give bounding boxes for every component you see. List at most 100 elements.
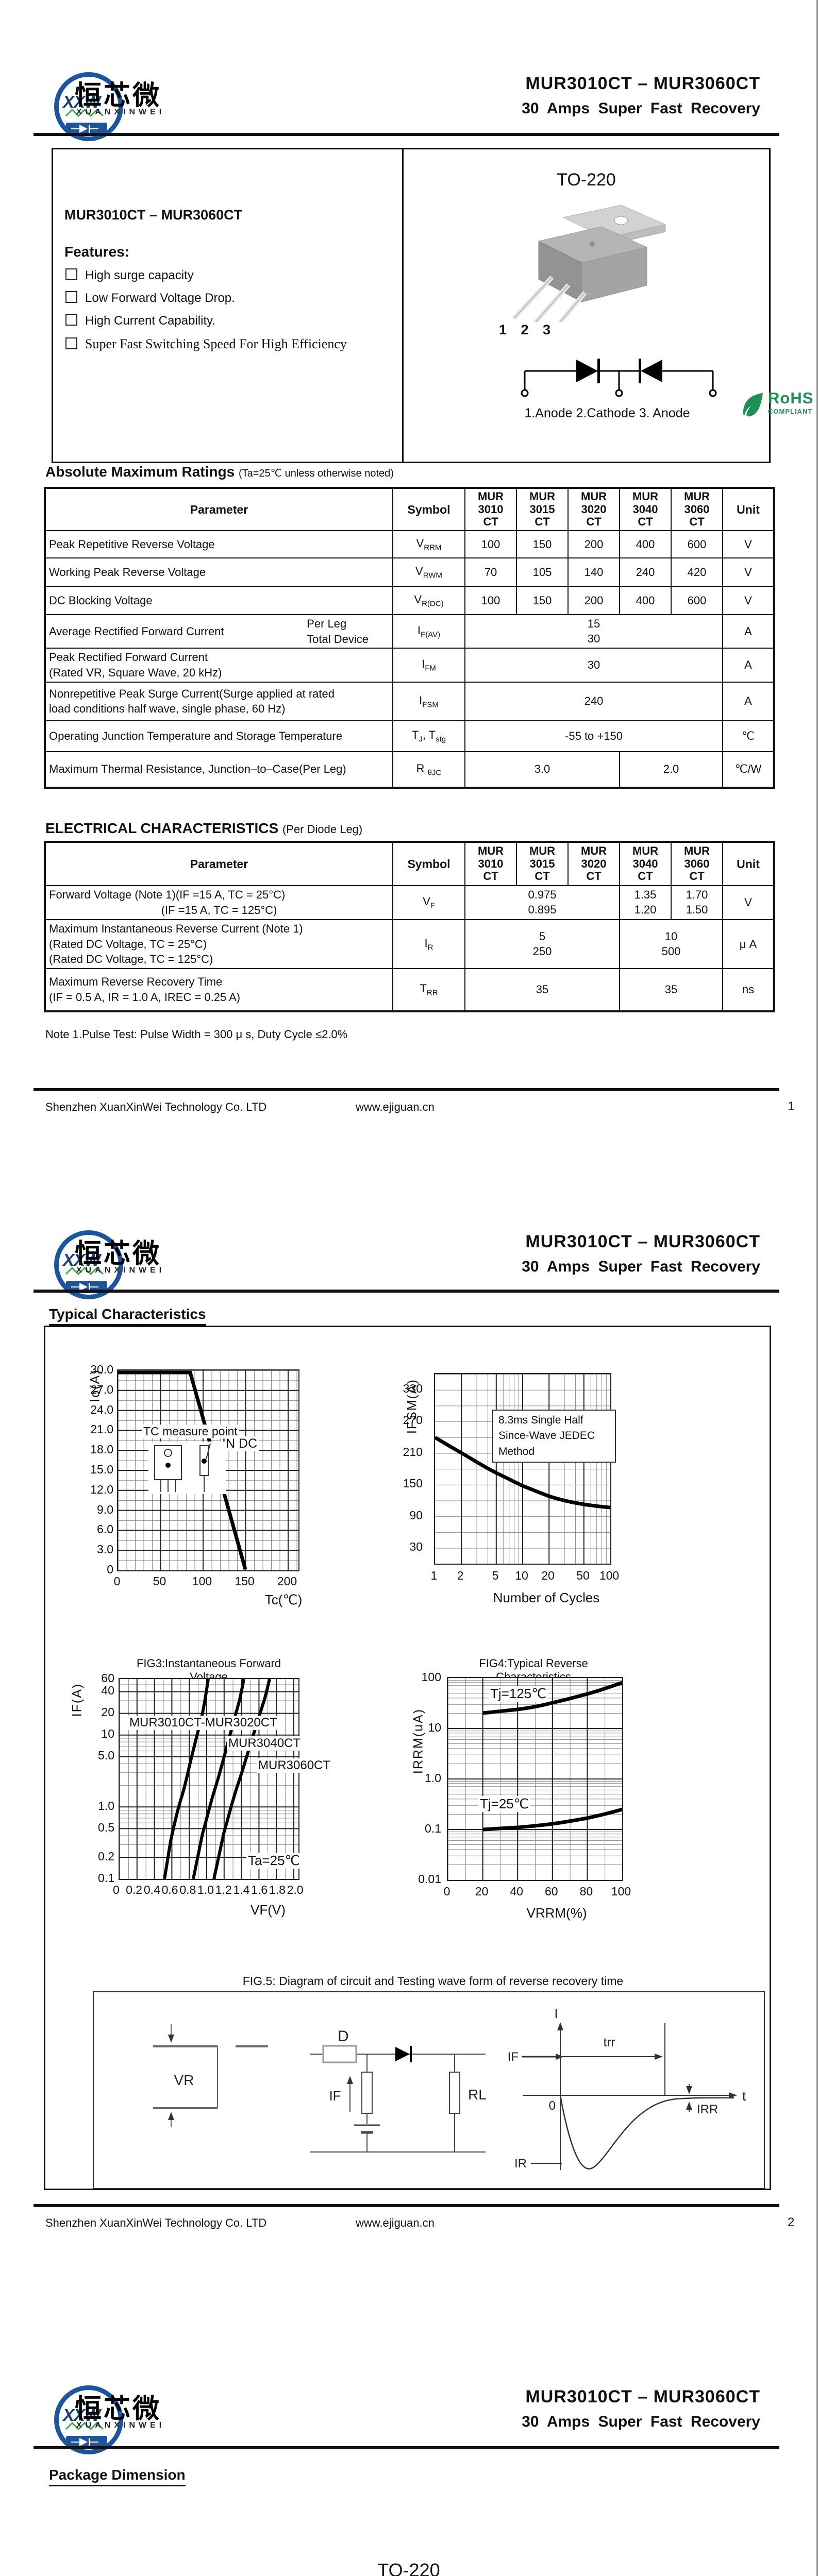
ec-col-unit: Unit [722,841,775,886]
ec-col-part: MUR 3020 CT [567,841,620,886]
fig4-series-label: Tj=125℃ [489,1686,548,1702]
y-tick: 18.0 [90,1443,113,1456]
value-cell: 100 [464,586,517,615]
doc-subtitle: 30 Amps Super Fast Recovery [522,2413,760,2430]
fig1-x-axis: 0 50 100 150 200 [106,1574,298,1588]
x-tick: 1.4 [233,1883,250,1896]
param-cell: Peak Rectified Forward Current (Rated VR,… [44,648,393,683]
value-cell: 600 [671,530,723,558]
rohs-compliant-text: COMPLIANT [768,408,813,415]
pulse-test-note: Note 1.Pulse Test: Pulse Width = 300 μ s… [45,1028,348,1041]
x-tick: 40 [510,1885,523,1898]
x-tick: 100 [611,1885,631,1898]
value-cell: 5 250 [464,919,620,970]
y-tick: 0.5 [98,1821,114,1834]
y-tick: 100 [421,1670,441,1684]
y-tick: 30.0 [90,1363,113,1376]
company-logo-icon: XXW [54,2385,123,2454]
fig5-if-level-label: IF [508,2050,519,2064]
fig3-series-label: MUR3040CT [227,1736,303,1751]
footer-website: www.ejiguan.cn [356,1100,435,1113]
x-tick: 1.2 [215,1883,232,1896]
ec-heading-text: ELECTRICAL CHARACTERISTICS [45,820,279,836]
amr-col-part: MUR 3040 CT [619,487,672,531]
footer-website: www.ejiguan.cn [356,2216,435,2229]
unit-cell: ns [722,968,775,1012]
pin-function-labels: 1.Anode 2.Cathode 3. Anode [524,406,690,420]
x-tick: 0.2 [126,1883,143,1896]
y-tick: 1.0 [98,1799,114,1812]
doc-title: MUR3010CT – MUR3060CT 30 Amps Super Fast… [522,1232,760,1276]
y-tick: 27.0 [90,1382,113,1396]
fig3-series-label: MUR3060CT [257,1758,332,1773]
fig5-ir-label: IR [514,2157,527,2171]
x-tick: 20 [541,1569,555,1582]
param-cell: Average Rectified Forward Current Per Le… [44,614,393,649]
value-cell: 35 [619,968,723,1012]
y-tick: 20 [101,1705,114,1719]
fig4-plot [447,1677,623,1881]
x-tick: 0.4 [143,1883,160,1896]
footer-rule [34,2204,779,2207]
checkbox-icon [65,291,77,303]
value-cell: 3.0 [464,751,620,788]
y-tick: 150 [403,1477,423,1490]
y-tick: 6.0 [97,1522,113,1536]
x-tick: 2 [457,1569,464,1582]
page3-header: XXW 恒芯微 XUANXINWEI MUR3010CT – MUR3060CT… [0,2383,818,2455]
y-tick: 90 [409,1508,423,1522]
doc-subtitle: 30 Amps Super Fast Recovery [522,100,760,117]
x-tick: 0 [443,1885,450,1898]
rohs-leaf-icon [743,393,763,417]
footer-company: Shenzhen XuanXinWei Technology Co. LTD [45,1100,267,1113]
symbol-cell: VF [392,885,465,920]
y-tick: 12.0 [90,1482,113,1496]
x-tick: 0 [113,1574,121,1588]
doc-title: MUR3010CT – MUR3060CT 30 Amps Super Fast… [522,74,760,117]
unit-cell: V [722,557,775,587]
absolute-maximum-ratings-table: Parameter Symbol MUR 3010 CT MUR 3015 CT MUR… [44,487,775,789]
fig1-annotation-tc: TC measure point [142,1425,239,1438]
y-tick: 10 [101,1727,114,1740]
x-tick: 100 [192,1574,212,1588]
dual-diode-schematic [521,359,717,397]
symbol-cell: R θJC [392,751,465,788]
ec-col-part: MUR 3060 CT [671,841,723,886]
x-tick: 10 [515,1569,528,1582]
part-range-title: MUR3010CT – MUR3060CT [525,1232,760,1251]
unit-cell: A [722,681,775,721]
fig5-i-axis-label: I [554,2006,558,2021]
param-cell: Operating Junction Temperature and Stora… [44,720,393,752]
amr-heading-note: (Ta=25℃ unless otherwise noted) [238,468,394,479]
logo-xxw-text: XXW [63,92,101,111]
x-tick: 0.6 [161,1883,178,1896]
value-cell: 400 [619,530,672,558]
fig1-plot [117,1369,299,1571]
logo-english-name: XUANXINWEI [76,108,165,116]
fig3-plot [119,1678,299,1880]
value-cell: 240 [619,557,672,587]
fig1-xlabel: Tc(℃) [264,1592,303,1607]
logo-zigzag-icon [65,2422,104,2430]
symbol-cell: IFSM [392,681,465,721]
value-cell: 420 [671,557,723,587]
fig5-box: VR D IF RL I t 0 [93,1991,765,2189]
logo-xxw-text: XXW [63,2405,101,2425]
table-row: Nonrepetitive Peak Surge Current(Surge a… [44,681,775,721]
unit-cell: V [722,586,775,615]
x-tick: 150 [235,1574,255,1588]
fig2-curve [435,1374,610,1564]
checkbox-icon [65,314,77,326]
value-cell: 100 [464,530,517,558]
amr-col-symbol: Symbol [392,487,465,531]
header-rule [34,2446,779,2449]
x-tick: 50 [576,1569,590,1582]
fig5-irr-label: IRR [697,2103,718,2116]
amr-heading-text: Absolute Maximum Ratings [45,464,235,480]
y-tick: 21.0 [90,1422,113,1436]
y-tick: 0.1 [98,1871,114,1885]
y-tick: 5.0 [98,1749,114,1762]
amr-col-part: MUR 3060 CT [671,487,723,531]
page-number: 2 [788,2215,795,2229]
